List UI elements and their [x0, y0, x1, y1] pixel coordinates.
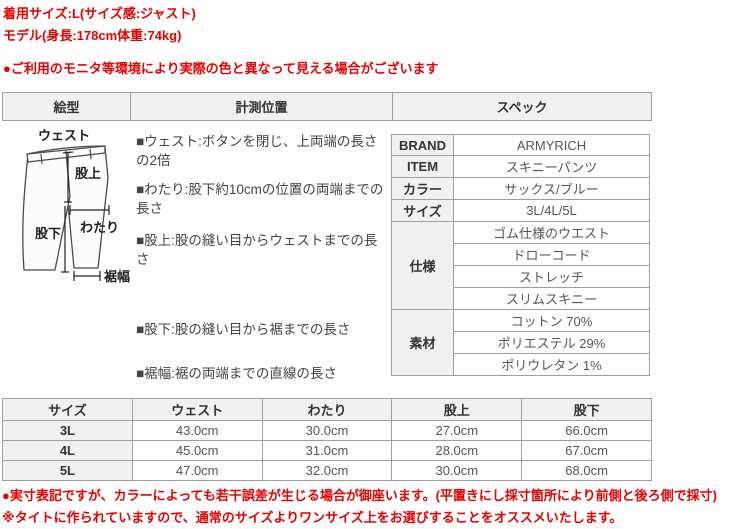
spec-value-feature-2: ドローコード	[453, 243, 650, 266]
diagram-label-inseam: 股下	[35, 226, 61, 241]
size-cell-inseam: 66.0cm	[521, 420, 652, 441]
spec-value-brand: ARMYRICH	[453, 134, 650, 156]
size-row-4l: 4L 45.0cm 31.0cm 28.0cm 67.0cm	[2, 440, 652, 461]
size-header-inseam: 股下	[521, 398, 652, 421]
size-cell-waist: 45.0cm	[131, 440, 263, 461]
spec-value-feature-1: ゴム仕様のウエスト	[453, 221, 650, 244]
info-header-table: 絵型 計測位置 スペック	[2, 92, 652, 121]
size-cell-rise: 28.0cm	[391, 440, 523, 461]
spec-label-brand: BRAND	[391, 134, 454, 156]
size-row-5l: 5L 47.0cm 32.0cm 30.0cm 68.0cm	[2, 460, 652, 481]
size-row-3l: 3L 43.0cm 30.0cm 27.0cm 66.0cm	[2, 420, 652, 441]
spec-value-material-1: コットン 70%	[453, 309, 650, 332]
size-cell-waist: 43.0cm	[131, 420, 263, 441]
size-header-thigh: わたり	[261, 398, 393, 421]
spec-value-item: スキニーパンツ	[453, 155, 650, 178]
size-up-recommendation-note: ※タイトに作られていますので、通常のサイズよりワンサイズ上をお選びすることをオス…	[2, 510, 623, 525]
size-header-waist: ウェスト	[131, 398, 263, 421]
diagram-label-waist: ウェスト	[38, 128, 90, 143]
diagram-label-rise: 股上	[75, 166, 101, 181]
size-cell-waist: 47.0cm	[131, 460, 263, 481]
size-header-size: サイズ	[2, 398, 133, 421]
size-cell-label: 4L	[2, 440, 133, 461]
monitor-color-note: ●ご利用のモニタ等環境により実際の色と異なって見える場合がございます	[3, 61, 439, 76]
column-header-spec: スペック	[392, 92, 652, 121]
size-header-rise: 股上	[391, 398, 523, 421]
measure-notes-list: ■ウェスト:ボタンを閉じ、上両端の長さの2倍 ■わたり:股下約10cmの位置の両…	[136, 132, 390, 383]
column-header-diagram: 絵型	[2, 92, 131, 121]
measure-note-rise: ■股上:股の縫い目からウェストまでの長さ	[136, 233, 378, 267]
size-cell-rise: 27.0cm	[391, 420, 523, 441]
column-header-measure-position: 計測位置	[130, 92, 393, 121]
size-cell-label: 3L	[2, 420, 133, 441]
measure-note-hem: ■裾幅:裾の両端までの直線の長さ	[136, 366, 337, 381]
measure-note-waist: ■ウェスト:ボタンを閉じ、上両端の長さの2倍	[136, 134, 378, 168]
size-cell-label: 5L	[2, 460, 133, 481]
spec-value-material-2: ポリエステル 29%	[453, 331, 650, 354]
model-info-note: モデル(身長:178cm体重:74kg)	[3, 28, 182, 43]
spec-value-color: サックス/ブルー	[453, 177, 650, 200]
measure-note-thigh: ■わたり:股下約10cmの位置の両端までの長さ	[136, 182, 384, 216]
spec-value-size: 3L/4L/5L	[453, 199, 650, 222]
size-cell-inseam: 67.0cm	[521, 440, 652, 461]
spec-label-color: カラー	[391, 177, 454, 200]
spec-label-size: サイズ	[391, 199, 454, 222]
measurement-lines	[61, 151, 110, 281]
size-cell-thigh: 30.0cm	[261, 420, 393, 441]
spec-label-features: 仕様	[391, 221, 454, 310]
size-cell-thigh: 31.0cm	[261, 440, 393, 461]
pants-diagram: ウェスト 股上 わたり 股下 裾幅	[22, 128, 130, 284]
size-cell-rise: 30.0cm	[391, 460, 523, 481]
measure-note-inseam: ■股下:股の縫い目から裾までの長さ	[136, 322, 351, 337]
actual-measurement-note: ●実寸表記ですが、カラーによっても若干誤差が生じる場合が御座います。(平置きにし…	[2, 488, 718, 503]
spec-value-feature-3: ストレッチ	[453, 265, 650, 288]
size-chart-table: サイズ ウェスト わたり 股上 股下 3L 43.0cm 30.0cm 27.0…	[2, 398, 652, 481]
diagram-label-thigh: わたり	[80, 220, 119, 235]
size-chart-header-row: サイズ ウェスト わたり 股上 股下	[2, 398, 652, 421]
wear-size-note: 着用サイズ:L(サイズ感:ジャスト)	[3, 6, 196, 21]
spec-label-item: ITEM	[391, 155, 454, 178]
diagram-label-hem: 裾幅	[103, 269, 130, 284]
spec-label-material: 素材	[391, 309, 454, 376]
size-cell-inseam: 68.0cm	[521, 460, 652, 481]
spec-table: BRAND ARMYRICH ITEM スキニーパンツ カラー サックス/ブルー…	[391, 134, 650, 376]
size-cell-thigh: 32.0cm	[261, 460, 393, 481]
spec-value-feature-4: スリムスキニー	[453, 287, 650, 310]
spec-value-material-3: ポリウレタン 1%	[453, 353, 650, 376]
